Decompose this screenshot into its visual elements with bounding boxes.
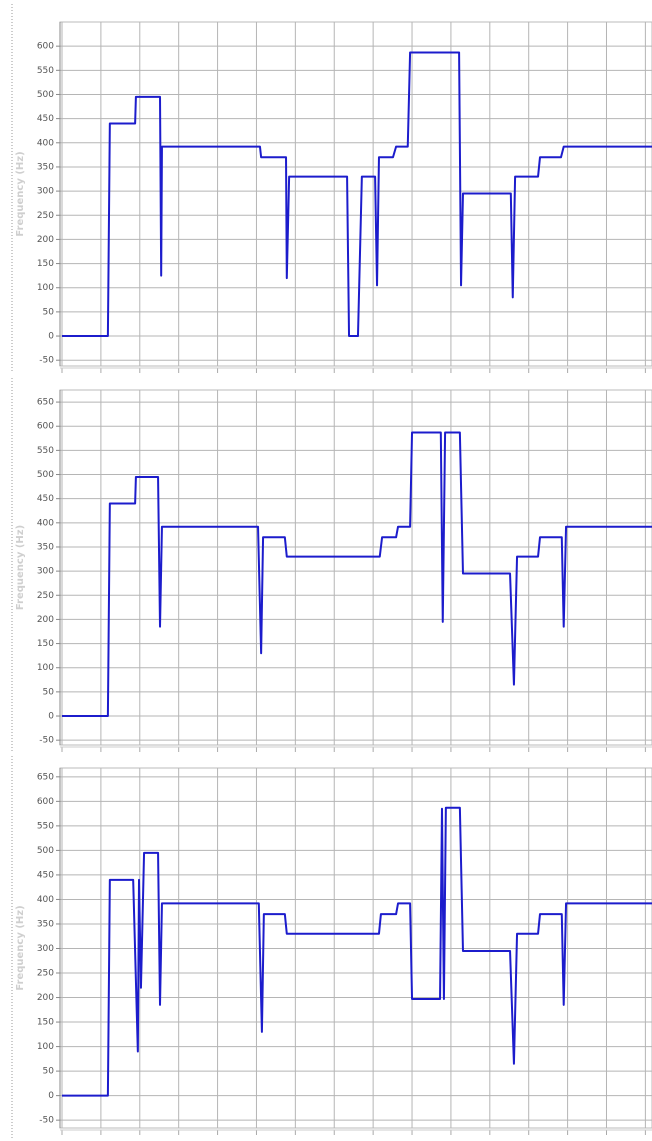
- y-tick-label: 0: [48, 1091, 54, 1101]
- y-tick-label: 50: [43, 687, 55, 697]
- y-axis-title: Frequency (Hz): [15, 525, 26, 610]
- y-tick-label: 300: [37, 567, 54, 577]
- y-tick-label: 100: [37, 1042, 54, 1052]
- y-tick-label: 150: [37, 639, 54, 649]
- line-series: [62, 431, 652, 718]
- y-tick-label: 350: [37, 919, 54, 929]
- y-tick-label: 100: [37, 283, 54, 293]
- y-tick-label: 500: [37, 470, 54, 480]
- y-tick-label: 250: [37, 591, 54, 601]
- y-tick-label: 550: [37, 66, 54, 76]
- y-tick-label: 250: [37, 969, 54, 979]
- y-tick-label: 250: [37, 211, 54, 221]
- y-tick-label: 150: [37, 259, 54, 269]
- y-tick-label: 400: [37, 518, 54, 528]
- line-series: [62, 806, 652, 1097]
- y-tick-label: 350: [37, 542, 54, 552]
- y-tick-label: 600: [37, 422, 54, 432]
- y-tick-label: 650: [37, 772, 54, 782]
- y-tick-label: 300: [37, 944, 54, 954]
- y-tick-label: 200: [37, 993, 54, 1003]
- y-tick-label: 50: [43, 307, 55, 317]
- y-tick-label: 400: [37, 895, 54, 905]
- y-tick-label: -50: [39, 356, 54, 366]
- y-tick-label: 550: [37, 821, 54, 831]
- y-tick-label: 600: [37, 797, 54, 807]
- plot-area: [59, 21, 652, 367]
- y-tick-label: 450: [37, 114, 54, 124]
- y-tick-label: 100: [37, 663, 54, 673]
- y-axis-title: Frequency (Hz): [15, 905, 26, 990]
- y-tick-label: 400: [37, 138, 54, 148]
- y-tick-label: 200: [37, 235, 54, 245]
- y-tick-label: 500: [37, 90, 54, 100]
- y-tick-label: 600: [37, 42, 54, 52]
- y-tick-label: 0: [48, 332, 54, 342]
- y-tick-label: 200: [37, 615, 54, 625]
- y-tick-label: 50: [43, 1067, 55, 1077]
- line-series: [62, 51, 652, 338]
- y-tick-label: 550: [37, 446, 54, 456]
- y-tick-label: 300: [37, 187, 54, 197]
- y-tick-label: 450: [37, 870, 54, 880]
- y-tick-label: -50: [39, 736, 54, 746]
- y-tick-label: 150: [37, 1018, 54, 1028]
- y-tick-label: 350: [37, 162, 54, 172]
- y-tick-label: 500: [37, 846, 54, 856]
- y-tick-label: 0: [48, 712, 54, 722]
- y-tick-label: 450: [37, 494, 54, 504]
- y-tick-label: -50: [39, 1116, 54, 1126]
- y-tick-label: 650: [37, 398, 54, 408]
- y-axis-title: Frequency (Hz): [15, 151, 26, 236]
